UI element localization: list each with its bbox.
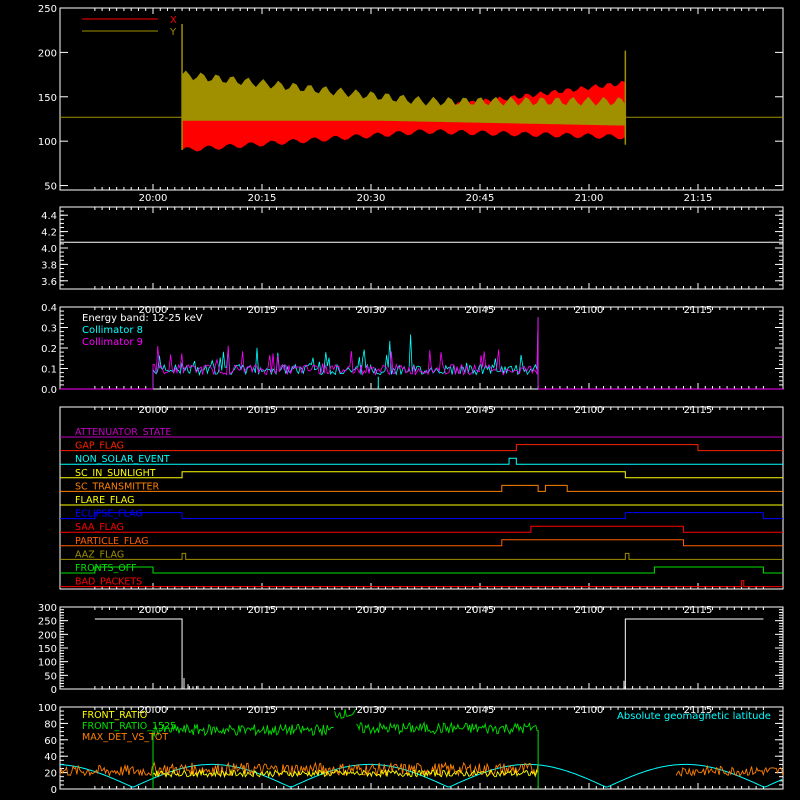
quality-segment [94,618,183,689]
y-tick-label: 250 [38,4,57,15]
y-tick-label: 50 [44,182,57,193]
max-det-trace [675,764,784,777]
front-ratio-trace [152,768,539,779]
y-tick-label: 60 [44,736,57,747]
series-y-envelope [182,70,626,126]
flag-trace-10 [60,566,783,574]
x-tick-label: 20:45 [466,193,495,204]
legend-collimator-9: Collimator 9 [82,337,143,348]
flag-label-6: ECLIPSE_FLAG [75,509,143,520]
y-tick-label: 50 [44,671,57,682]
flag-label-4: SC_TRANSMITTER [75,481,160,492]
y-tick-label: 0 [51,785,57,796]
y-tick-label: 200 [38,630,57,641]
y-tick-label: 200 [38,48,57,59]
geomagnetic-latitude-label: Absolute geomagnetic latitude [617,711,771,722]
flag-trace-7 [60,525,783,533]
flag-label-2: NON_SOLAR_EVENT [75,454,170,465]
y-tick-label: 80 [44,719,57,730]
legend-label: Y [169,27,177,38]
x-tick-label: 20:00 [139,193,168,204]
collimator-8-trace [152,317,539,389]
y-tick-label: 40 [44,752,57,763]
flag-label-9: AAZ_FLAG [75,549,124,560]
legend-label: X [170,15,177,26]
flag-trace-6 [60,512,783,520]
y-tick-label: 0.1 [41,365,57,376]
x-tick-label: 20:15 [248,193,277,204]
y-tick-label: 100 [38,703,57,714]
y-tick-label: 0.3 [41,324,57,335]
flag-label-7: SAA_FLAG [75,522,124,533]
y-tick-label: 4.4 [41,211,57,222]
y-tick-label: 0 [51,685,57,696]
collimator-9-trace [152,317,539,389]
front-ratio-1525-trace [356,721,538,736]
legend-max_det_vs_tot: MAX_DET_VS_TOT [82,732,168,743]
flag-label-3: SC_IN_SUNLIGHT [75,468,156,479]
energy-band-label: Energy band: 12-25 keV [82,313,203,324]
y-tick-label: 0.4 [41,303,57,314]
flag-label-0: ATTENUATOR_STATE [75,427,171,438]
flag-label-8: PARTICLE_FLAG [75,536,148,547]
x-tick-label: 20:30 [357,193,386,204]
legend-front_ratio: FRONT_RATIO [82,710,147,721]
y-tick-label: 300 [38,603,57,614]
flag-label-11: BAD_PACKETS [75,577,142,588]
flag-trace-1 [60,444,783,452]
quality-segment [624,618,764,689]
y-tick-label: 100 [38,658,57,669]
max-det-trace [59,763,153,777]
front-ratio-1525-trace [152,723,334,737]
flag-label-5: FLARE_FLAG [75,495,135,506]
y-tick-label: 20 [44,769,57,780]
y-tick-label: 150 [38,93,57,104]
flag-trace-2 [60,457,783,465]
y-tick-label: 150 [38,644,57,655]
flag-trace-4 [60,484,783,492]
legend-front_ratio_1525: FRONT_RATIO_1525 [82,721,176,732]
flag-label-1: GAP_FLAG [75,441,124,452]
flag-trace-11 [60,580,783,588]
x-tick-label: 21:15 [684,193,713,204]
legend-collimator-8: Collimator 8 [82,325,143,336]
y-tick-label: 4.2 [41,228,57,239]
flag-trace-8 [60,539,783,547]
y-tick-label: 4.0 [41,244,57,255]
y-tick-label: 250 [38,617,57,628]
y-tick-label: 100 [38,137,57,148]
front-ratio-1525-bump [334,708,356,719]
y-tick-label: 0.2 [41,344,57,355]
y-tick-label: 0.0 [41,385,57,396]
x-tick-label: 21:00 [575,193,604,204]
flag-trace-9 [60,552,783,560]
y-tick-label: 3.6 [41,277,57,288]
y-tick-label: 3.8 [41,260,57,271]
flag-trace-3 [60,471,783,479]
flag-label-10: FRONTS_OFF [75,563,137,574]
